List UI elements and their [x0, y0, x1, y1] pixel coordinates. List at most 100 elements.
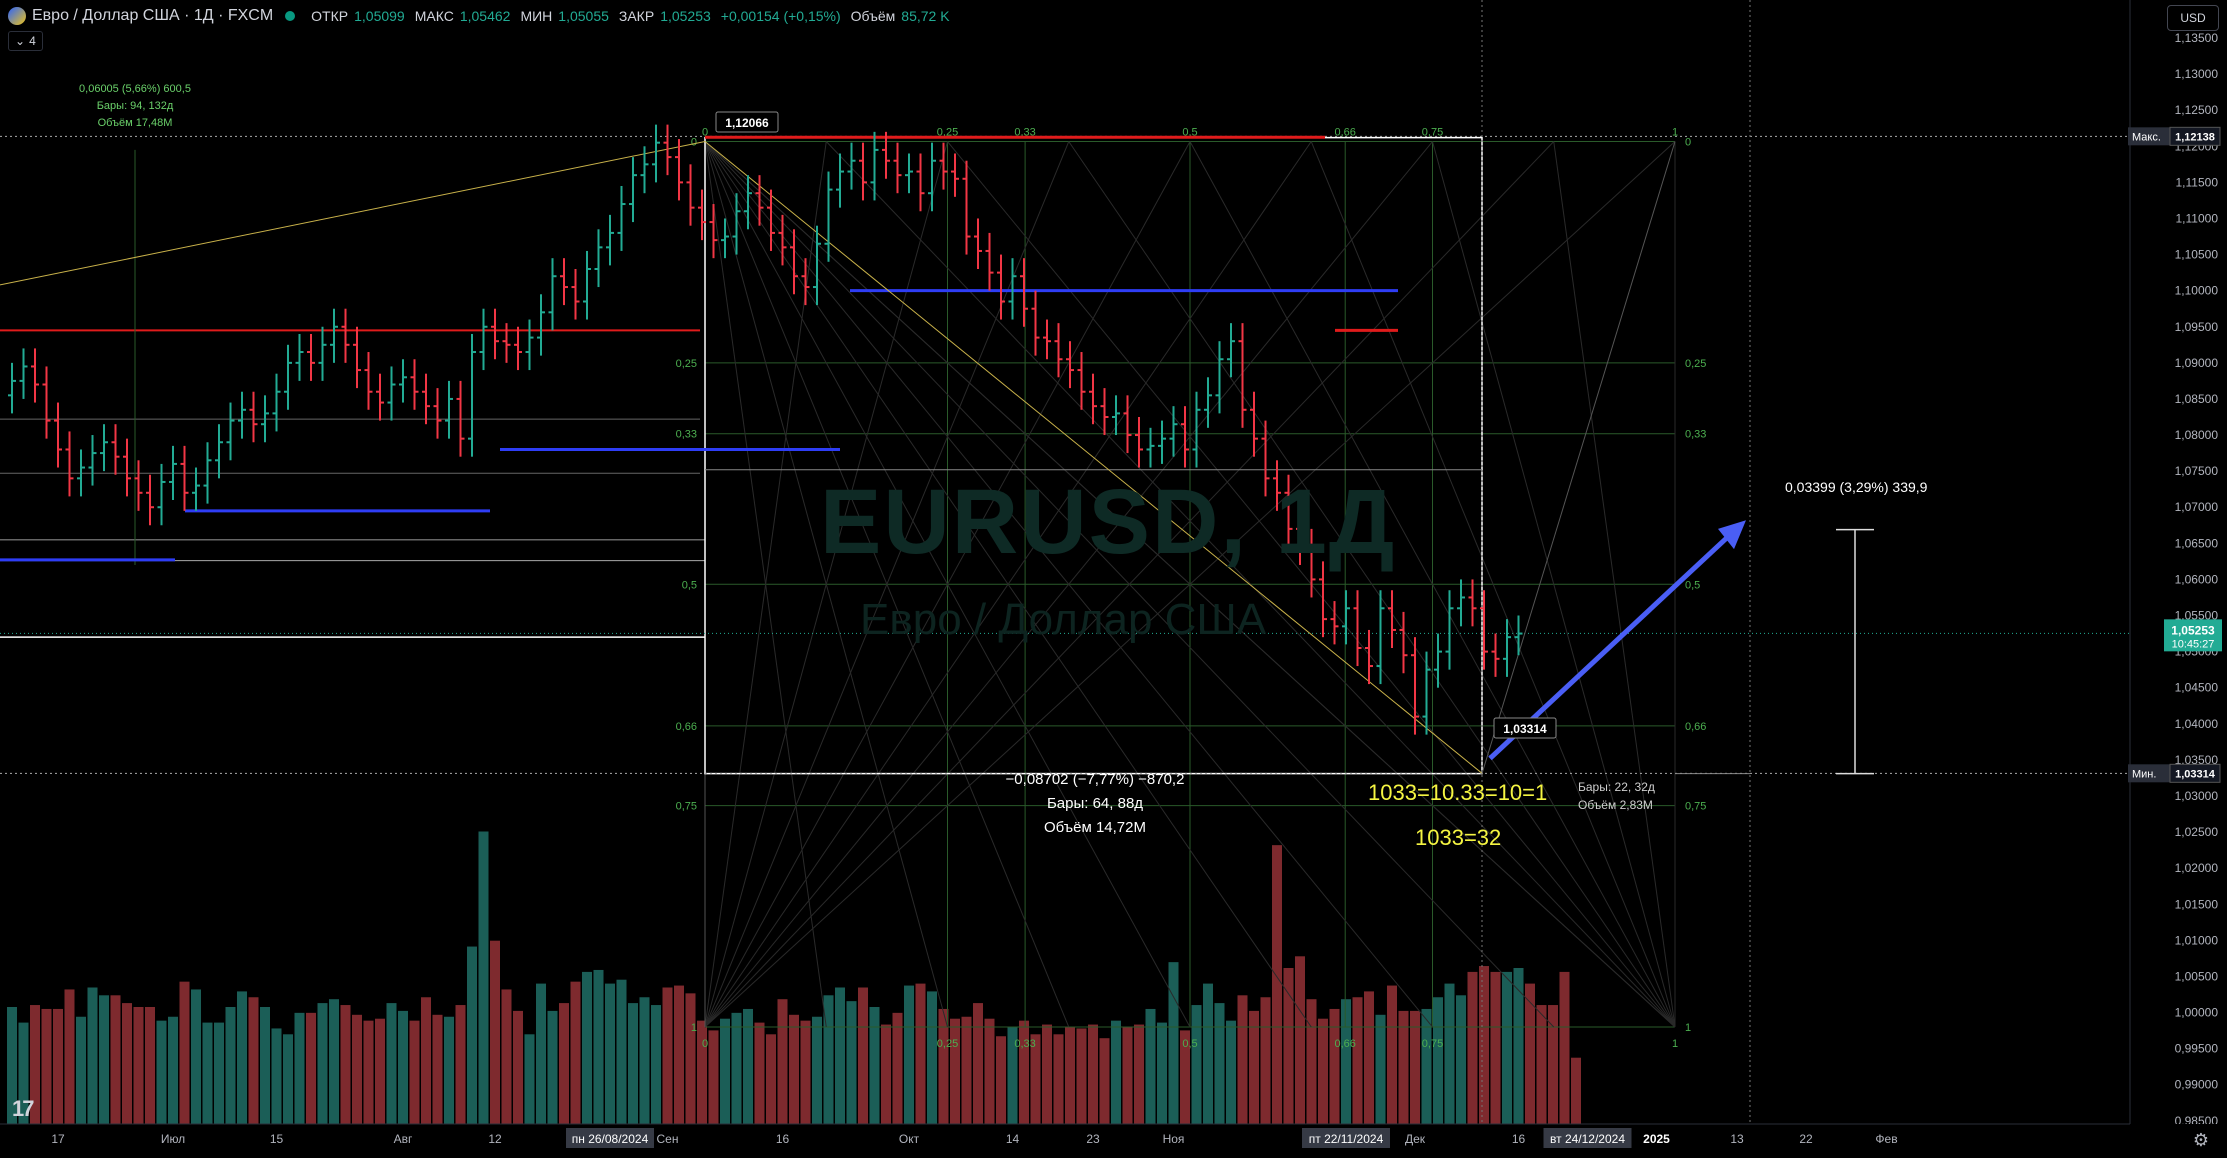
max-price-box — [2169, 126, 2221, 146]
volume-bar — [179, 981, 190, 1124]
volume-bar — [375, 1018, 385, 1124]
time-tick-label: Ноя — [1163, 1132, 1185, 1146]
gann-right-label: 0,25 — [1685, 358, 1706, 370]
gann-right-label: 0 — [1685, 137, 1691, 149]
volume-bar — [662, 987, 673, 1124]
low-label: МИН — [520, 8, 553, 24]
symbol-title[interactable]: Евро / Доллар США · 1Д · FXCM — [32, 7, 274, 24]
volume-bar — [938, 1008, 949, 1124]
volume-bar — [1111, 1020, 1121, 1124]
volume-label: Объём — [850, 8, 896, 24]
volume-bar — [386, 1003, 397, 1124]
right-measure-label: Бары: 22, 32д — [1578, 780, 1655, 794]
time-tick-label: Сен — [657, 1132, 679, 1146]
gann-right-label: 0,5 — [1685, 579, 1700, 591]
gann-left-label: 0,66 — [676, 721, 697, 733]
gann-top-label: 0,5 — [1182, 127, 1197, 139]
price-tick-label: 0,99500 — [2175, 1042, 2219, 1056]
indicators-toggle-button[interactable]: ⌄ 4 — [8, 31, 43, 51]
gann-top-label: 1 — [1672, 127, 1678, 139]
volume-bar — [1203, 983, 1213, 1124]
volume-bar — [789, 1014, 799, 1124]
min-tag-box — [2128, 764, 2172, 783]
gann-fan-line — [704, 141, 1070, 1028]
volume-bar — [973, 1003, 983, 1124]
gann-left-label: 1 — [691, 1022, 697, 1034]
volume-bar — [1053, 1034, 1064, 1124]
tradingview-logo-icon[interactable]: 17 — [12, 1096, 35, 1121]
gann-bottom-label: 0,5 — [1182, 1038, 1197, 1050]
volume-bar — [1306, 999, 1317, 1124]
volume-bar — [547, 1010, 558, 1124]
volume-bar — [651, 1005, 661, 1124]
volume-bar — [478, 831, 489, 1124]
price-tick-label: 1,00500 — [2175, 969, 2219, 983]
gann-top-label: 0,66 — [1334, 127, 1355, 139]
volume-bar — [156, 1020, 167, 1124]
yellow-annotation-1: 1033=10.33=10=1 — [1368, 780, 1547, 805]
price-tick-label: 1,04000 — [2175, 717, 2219, 731]
volume-bar — [444, 1016, 454, 1124]
volume-bar — [1168, 962, 1179, 1124]
last-price-label: 1,05253 — [2171, 623, 2215, 637]
top-left-measure-label: Бары: 94, 132д — [97, 100, 174, 112]
gann-top-label: 0,33 — [1014, 127, 1035, 139]
gann-bottom-label: 1 — [1672, 1038, 1678, 1050]
volume-bar — [1502, 971, 1512, 1124]
volume-bar — [754, 1022, 765, 1124]
price-tick-label: 1,06500 — [2175, 536, 2219, 550]
gann-bottom-label: 0 — [702, 1038, 708, 1050]
countdown-label: 10:45:27 — [2172, 638, 2215, 650]
volume-bar — [1433, 997, 1443, 1124]
volume-bar — [1352, 997, 1363, 1124]
forecast-arrow-head-icon — [1718, 520, 1746, 550]
time-tick-label: 14 — [1006, 1132, 1020, 1146]
volume-bar — [64, 989, 75, 1124]
volume-bar — [53, 1008, 63, 1124]
high-tag-box — [715, 111, 779, 133]
right-measure-label: Объём 2,83M — [1578, 798, 1653, 812]
time-tick-label: 13 — [1730, 1132, 1744, 1146]
volume-bar — [214, 1022, 224, 1124]
volume-bar — [490, 940, 500, 1124]
volume-bar — [731, 1012, 742, 1124]
gann-fan-line — [1068, 141, 1676, 1028]
volume-bar — [570, 981, 581, 1124]
volume-bar — [1467, 971, 1478, 1124]
min-tag-label: Мин. — [2132, 768, 2156, 780]
volume-bar — [1042, 1024, 1052, 1124]
volume-bar — [915, 983, 926, 1124]
gear-icon[interactable]: ⚙ — [2192, 1130, 2209, 1150]
open-value: 1,05099 — [354, 8, 405, 24]
volume-bar — [1260, 997, 1271, 1124]
gann-left-label: 0,75 — [676, 801, 697, 813]
volume-bar — [1444, 983, 1455, 1124]
volume-bar — [1180, 1030, 1190, 1124]
down-measure-label: Объём 14,72M — [1044, 819, 1146, 836]
gann-fan-line — [704, 141, 1433, 1028]
yellow-annotation-2: 1033=32 — [1415, 825, 1501, 850]
time-highlight-box — [566, 1128, 654, 1148]
volume-bar — [1191, 1005, 1202, 1124]
price-tick-label: 1,11500 — [2176, 175, 2219, 189]
volume-bar — [30, 1005, 40, 1124]
volume-bar — [1329, 1008, 1340, 1124]
volume-bar — [317, 1003, 328, 1124]
volume-bar — [133, 1007, 144, 1124]
volume-bar — [1536, 1005, 1547, 1124]
volume-bar — [409, 1020, 420, 1124]
volume-bar — [352, 1014, 362, 1124]
gann-left-label: 0,33 — [676, 429, 697, 441]
volume-bar — [559, 1003, 569, 1124]
price-tick-label: 1,05500 — [2175, 609, 2219, 623]
volume-bar — [1237, 995, 1248, 1124]
volume-bar — [961, 1016, 972, 1124]
volume-bar — [927, 991, 937, 1124]
volume-bar — [1559, 971, 1570, 1124]
currency-button[interactable]: USD — [2167, 5, 2219, 31]
volume-bar — [1479, 966, 1489, 1124]
volume-bar — [467, 946, 477, 1124]
volume-bar — [1513, 968, 1524, 1124]
time-tick-label: Окт — [899, 1132, 920, 1146]
